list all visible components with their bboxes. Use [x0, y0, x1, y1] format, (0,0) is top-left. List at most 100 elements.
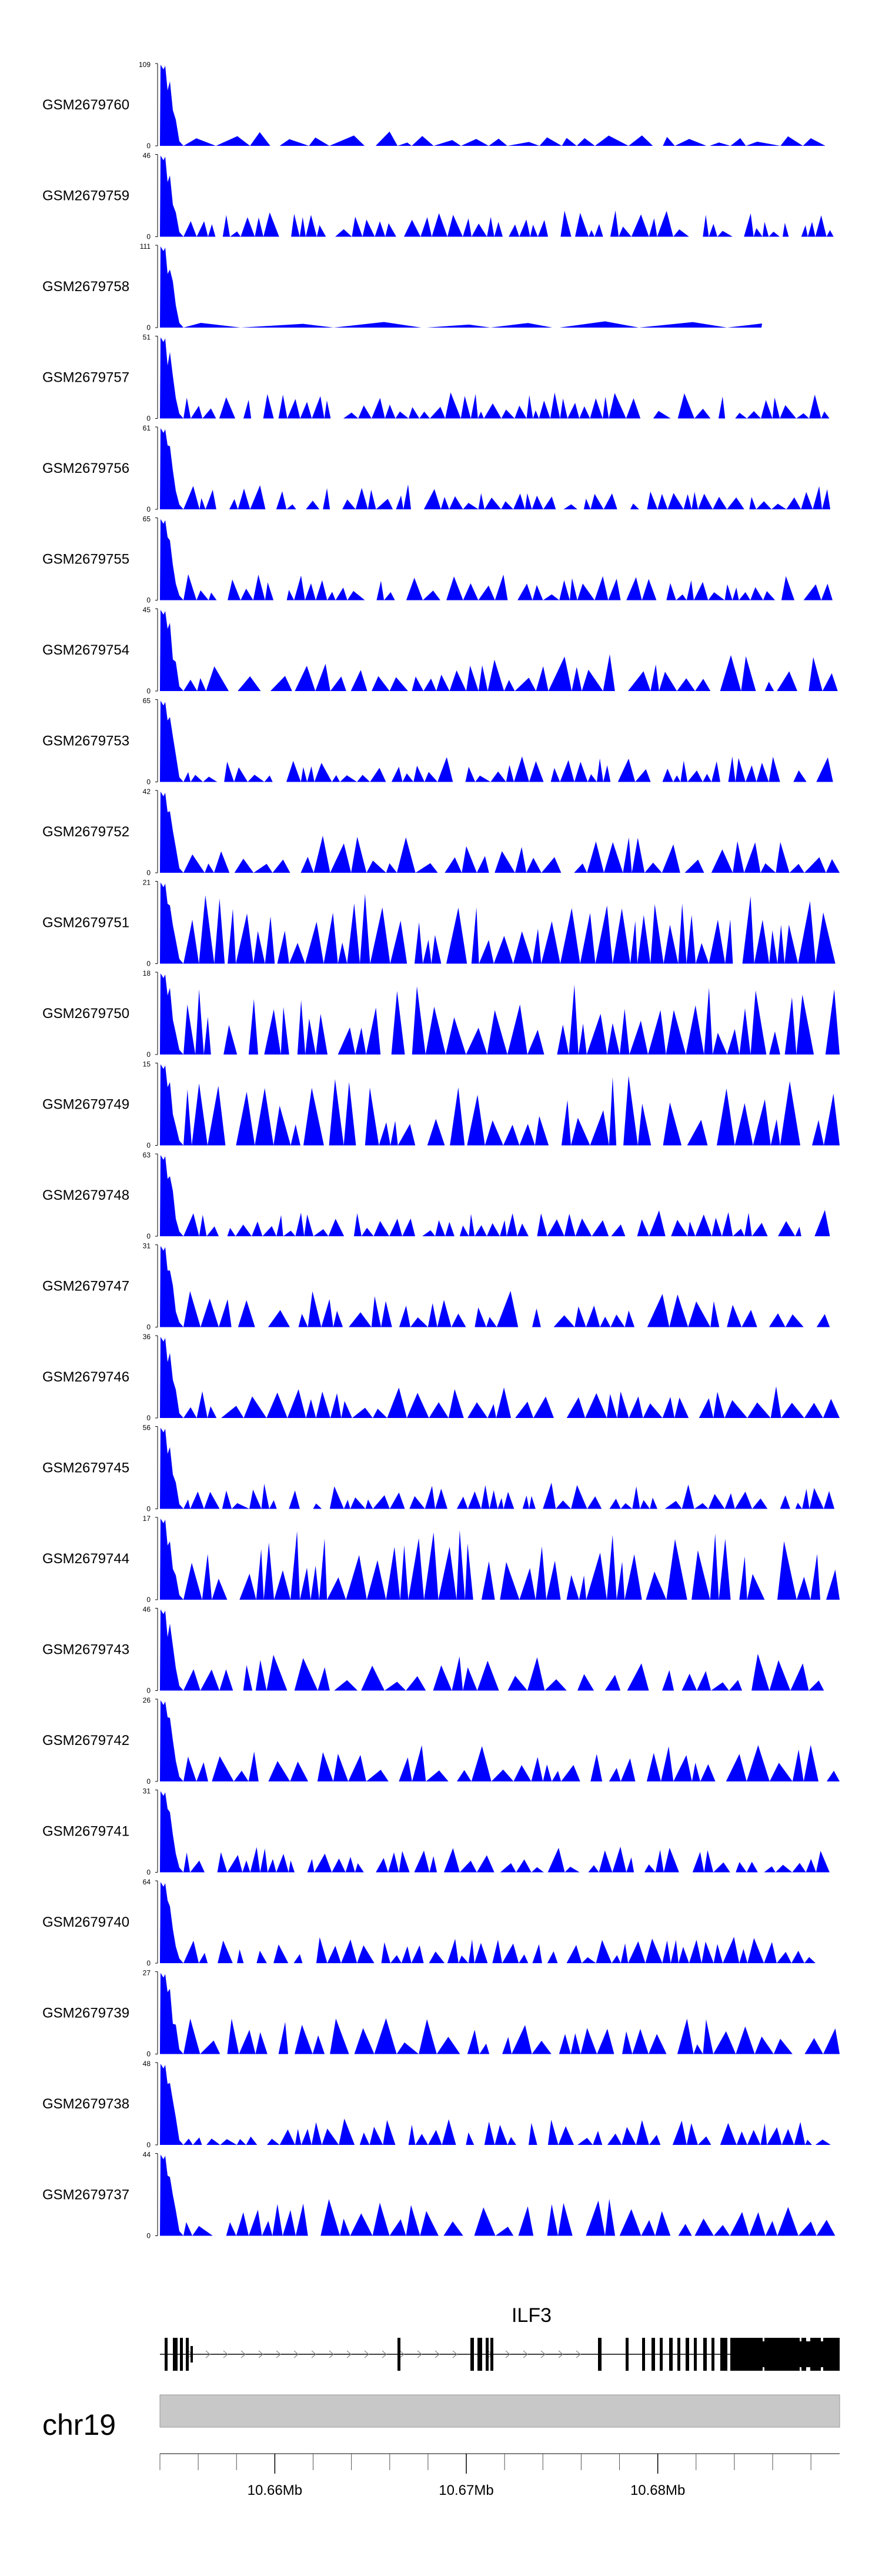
coverage-area: [160, 610, 840, 691]
track-label: GSM2679744: [42, 1551, 129, 1567]
y-max-label: 111: [140, 242, 151, 251]
gene-exon: [490, 2338, 493, 2371]
strand-arrow: [505, 2350, 510, 2358]
track-GSM2679746: GSM2679746 36 0: [42, 1333, 840, 1422]
track-label: GSM2679754: [42, 642, 129, 658]
gene-exon: [669, 2338, 673, 2371]
strand-arrow: [240, 2350, 246, 2358]
y-min-label: 0: [146, 415, 151, 423]
gene-exon: [711, 2338, 714, 2371]
y-min-label: 0: [146, 1596, 151, 1604]
coverage-area: [160, 1337, 840, 1418]
coverage-area: [160, 792, 840, 873]
gene-exon: [626, 2338, 629, 2371]
strand-arrow: [258, 2350, 263, 2358]
gene-exon: [694, 2338, 697, 2371]
coverage-area: [160, 1973, 840, 2054]
y-min-label: 0: [146, 1959, 151, 1967]
y-max-label: 46: [143, 1606, 151, 1614]
y-min-label: 0: [146, 2232, 151, 2240]
y-max-label: 65: [143, 697, 151, 705]
y-min-label: 0: [146, 2141, 151, 2149]
track-GSM2679750: GSM2679750 18 0: [42, 969, 840, 1059]
track-GSM2679760: GSM2679760 109 0: [42, 61, 835, 150]
gene-exon: [652, 2338, 655, 2371]
gene-exon: [470, 2338, 474, 2371]
y-min-label: 0: [146, 778, 151, 786]
genome-axis: 10.66Mb 10.67Mb 10.68Mb: [159, 2453, 840, 2498]
y-min-label: 0: [146, 1232, 151, 1240]
axis-tick-label: 10.68Mb: [630, 2482, 685, 2498]
y-min-label: 0: [146, 687, 151, 695]
track-label: GSM2679758: [42, 279, 129, 295]
strand-arrow: [417, 2350, 422, 2358]
coverage-area: [160, 2064, 840, 2145]
track-label: GSM2679760: [42, 97, 129, 113]
y-max-label: 48: [143, 2060, 151, 2068]
y-max-label: 45: [143, 606, 151, 614]
strand-arrow: [558, 2350, 563, 2358]
track-GSM2679739: GSM2679739 27 0: [42, 1969, 840, 2058]
axis-tick-label: 10.66Mb: [248, 2482, 302, 2498]
y-min-label: 0: [146, 505, 151, 513]
strand-arrow: [205, 2350, 211, 2358]
coverage-area: [160, 882, 840, 964]
gene-exon: [720, 2338, 727, 2371]
strand-arrow: [346, 2350, 352, 2358]
track-label: GSM2679749: [42, 1097, 129, 1113]
coverage-area: [160, 2154, 840, 2236]
y-max-label: 31: [143, 1787, 151, 1796]
track-GSM2679747: GSM2679747 31 0: [42, 1242, 840, 1332]
y-max-label: 63: [143, 1151, 151, 1159]
track-GSM2679743: GSM2679743 46 0: [42, 1606, 840, 1695]
strand-arrow: [399, 2350, 405, 2358]
track-GSM2679757: GSM2679757 51 0: [42, 333, 840, 423]
strand-arrow: [540, 2350, 546, 2358]
track-label: GSM2679738: [42, 2096, 129, 2112]
y-min-label: 0: [146, 233, 151, 241]
track-GSM2679748: GSM2679748 63 0: [42, 1151, 840, 1240]
strand-arrow: [364, 2350, 369, 2358]
y-max-label: 109: [139, 61, 151, 69]
y-min-label: 0: [146, 869, 151, 877]
track-GSM2679738: GSM2679738 48 0: [42, 2060, 840, 2149]
gene-exon: [477, 2338, 482, 2371]
track-label: GSM2679746: [42, 1369, 129, 1385]
y-min-label: 0: [146, 1505, 151, 1513]
track-GSM2679749: GSM2679749 15 0: [42, 1060, 840, 1150]
track-label: GSM2679759: [42, 188, 129, 204]
gene-exon: [660, 2338, 663, 2371]
gene-name-label: ILF3: [512, 2304, 552, 2327]
track-label: GSM2679750: [42, 1006, 129, 1022]
track-GSM2679755: GSM2679755 65 0: [42, 515, 840, 605]
track-GSM2679759: GSM2679759 46 0: [42, 152, 840, 241]
gene-exon: [180, 2338, 183, 2371]
gene-exon: [703, 2338, 707, 2371]
track-GSM2679754: GSM2679754 45 0: [42, 606, 840, 695]
track-GSM2679756: GSM2679756 61 0: [42, 424, 840, 513]
y-max-label: 26: [143, 1696, 151, 1704]
track-GSM2679758: GSM2679758 111 0: [42, 242, 762, 332]
coverage-area: [160, 1427, 840, 1509]
track-label: GSM2679755: [42, 552, 129, 568]
chromosome-label: chr19: [42, 2408, 116, 2441]
coverage-area: [160, 1064, 840, 1146]
y-max-label: 56: [143, 1424, 151, 1432]
track-label: GSM2679748: [42, 1187, 129, 1203]
strand-arrow: [223, 2350, 228, 2358]
y-max-label: 18: [143, 969, 151, 977]
track-label: GSM2679752: [42, 824, 129, 840]
gene-exon: [677, 2338, 680, 2371]
y-min-label: 0: [146, 142, 151, 150]
chromosome-band: [159, 2394, 840, 2428]
gene-exon: [397, 2338, 400, 2371]
y-min-label: 0: [146, 1868, 151, 1877]
track-label: GSM2679756: [42, 461, 129, 476]
y-max-label: 51: [143, 333, 151, 342]
track-GSM2679741: GSM2679741 31 0: [42, 1787, 840, 1877]
track-label: GSM2679737: [42, 2187, 129, 2203]
gene-exon-cluster: [730, 2341, 840, 2367]
track-label: GSM2679745: [42, 1460, 129, 1476]
chromosome-ideogram: chr19: [42, 2394, 840, 2441]
gene-exon: [686, 2338, 689, 2371]
